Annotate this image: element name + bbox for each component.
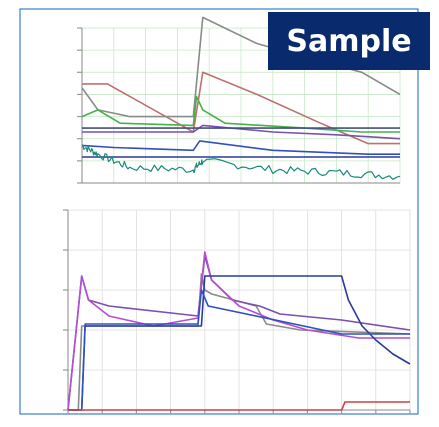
series-line-purple [67,251,410,411]
series-line-blue [68,289,410,411]
series-line-pink [82,71,400,145]
series-line-green [81,95,400,133]
series-line-violet [82,124,401,140]
top-chart [77,16,401,184]
series-line-blue [81,140,400,155]
figure-frame [19,8,419,415]
series-line-red [68,401,410,411]
series-line-teal [81,144,401,180]
series-line-grey [68,273,411,411]
bottom-chart [63,209,411,414]
sample-badge: Sample [268,12,430,70]
